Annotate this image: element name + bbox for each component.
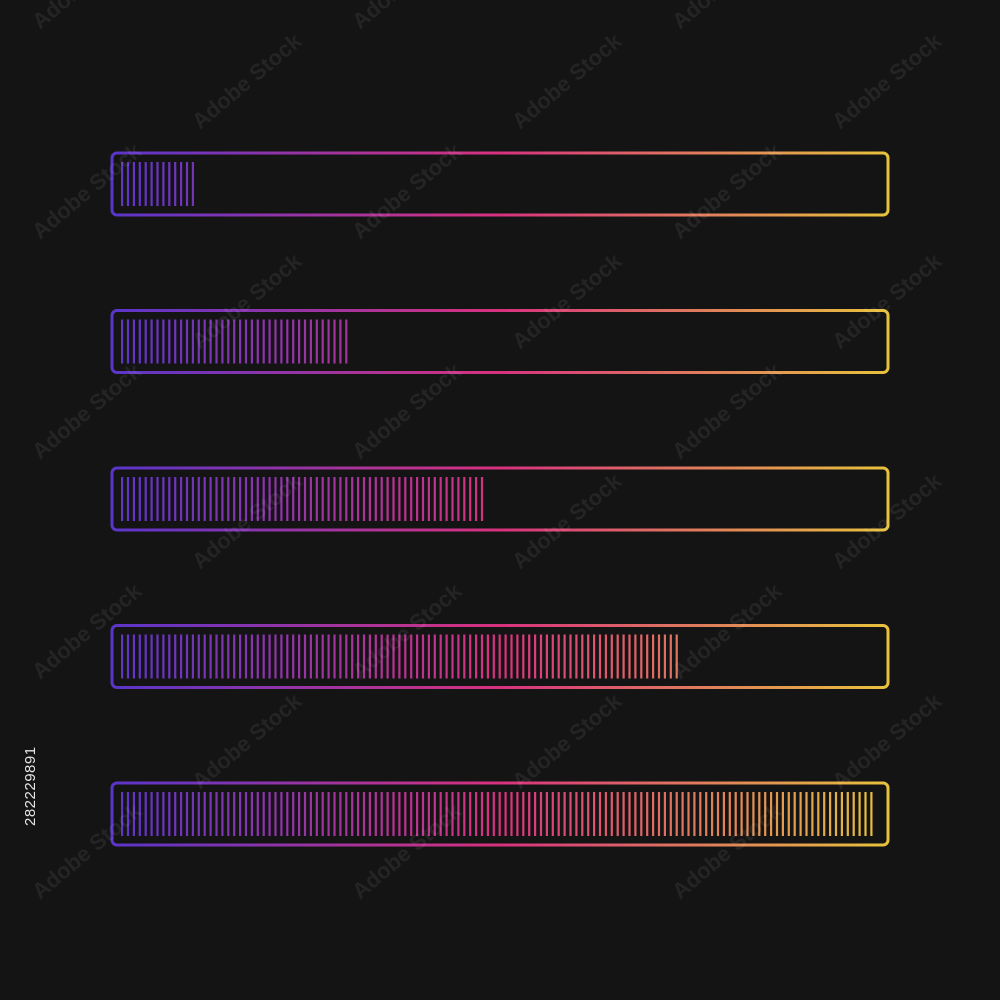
- watermark-text: Adobe Stock: [347, 0, 467, 34]
- progress-bar-fill: [121, 792, 873, 836]
- progress-bar-frame: [110, 781, 890, 847]
- progress-bar-fill: [121, 162, 194, 206]
- watermark-text: Adobe Stock: [507, 688, 627, 794]
- watermark-text: Adobe Stock: [187, 688, 307, 794]
- progress-bar-4: [110, 624, 890, 689]
- watermark-text: Adobe Stock: [667, 798, 787, 904]
- watermark-text: Adobe Stock: [667, 578, 787, 684]
- progress-bar-1: [110, 151, 890, 217]
- progress-bar-fill: [121, 477, 484, 521]
- watermark-text: Adobe Stock: [667, 0, 787, 34]
- progress-bar-frame: [110, 624, 890, 689]
- watermark-text: Adobe Stock: [27, 0, 147, 34]
- progress-bar-frame: [110, 466, 890, 532]
- progress-bar-frame: [110, 309, 890, 374]
- progress-bar-fill: [121, 634, 678, 679]
- watermark-text: Adobe Stock: [507, 28, 627, 134]
- watermark-text: Adobe Stock: [507, 468, 627, 574]
- progress-bar-3: [110, 466, 890, 532]
- watermark-text: Adobe Stock: [187, 28, 307, 134]
- watermark-text: Adobe Stock: [27, 798, 147, 904]
- watermark-text: Adobe Stock: [507, 248, 627, 354]
- progress-bar-2: [110, 309, 890, 374]
- watermark-text: Adobe Stock: [827, 688, 947, 794]
- progress-bar-stack: [110, 151, 890, 847]
- progress-bar-frame: [110, 151, 890, 217]
- progress-bar-fill: [121, 319, 348, 364]
- progress-bar-5: [110, 781, 890, 847]
- watermark-text: Adobe Stock: [827, 28, 947, 134]
- watermark-text: Adobe Stock: [27, 358, 147, 464]
- watermark-text: Adobe Stock: [347, 578, 467, 684]
- stock-id-label: 282229891: [22, 746, 39, 826]
- watermark-layer: Adobe Stock Adobe Stock Adobe Stock Adobe S…: [27, 0, 947, 904]
